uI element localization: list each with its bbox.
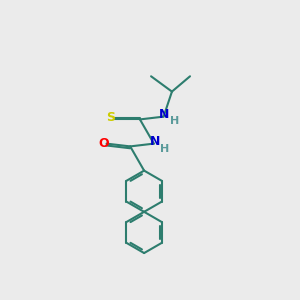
Text: N: N (159, 108, 170, 121)
Text: S: S (106, 111, 115, 124)
Text: H: H (170, 116, 179, 126)
Text: O: O (98, 137, 109, 150)
Text: H: H (160, 144, 169, 154)
Text: N: N (149, 135, 160, 148)
